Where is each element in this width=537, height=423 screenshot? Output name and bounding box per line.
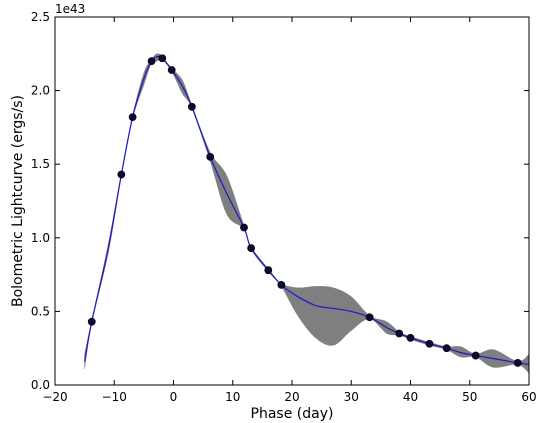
x-tick-label: 0 [170,390,178,404]
plot-frame [54,16,530,386]
data-point [277,280,286,289]
y-axis-label: Bolometric Lightcurve (ergs/s) [10,95,26,307]
y-tick-label: 0.5 [31,304,50,318]
data-point [425,339,434,348]
x-tick-label: −10 [102,390,127,404]
y-tick-label: 1.0 [31,231,50,245]
x-tick-label: 20 [284,390,299,404]
data-point [206,152,215,161]
uncertainty-band [84,53,530,374]
x-tick-label: 10 [225,390,240,404]
y-ticks: 0.0 0.5 1.0 1.5 2.0 2.5 [31,10,529,392]
data-points-layer [87,54,522,367]
data-point [240,223,248,232]
x-tick-label: 30 [344,390,359,404]
x-tick-label: 50 [462,390,477,404]
data-point [147,57,156,66]
data-point [395,329,404,338]
x-axis-label: Phase (day) [251,406,334,422]
y-tick-label: 0.0 [31,378,50,392]
y-tick-label: 1.5 [31,157,50,171]
x-tick-label: −20 [42,390,67,404]
y-tick-label: 2.5 [31,10,50,24]
y-offset-text: 1e43 [55,2,85,16]
x-tick-label: 40 [403,390,418,404]
y-tick-label: 2.0 [31,84,50,98]
data-point [471,351,480,360]
uncertainty-band-layer [84,53,530,374]
data-point [167,66,176,74]
data-point [87,317,96,326]
data-point [513,359,522,367]
x-ticks: −20 −10 0 10 20 30 40 50 60 [42,17,537,404]
data-point [158,54,167,63]
x-tick-label: 60 [521,390,536,404]
data-point [406,333,415,342]
data-point [187,102,196,111]
data-point [247,244,256,252]
data-point [365,313,374,322]
data-point [264,266,273,275]
data-point [128,113,137,121]
data-point [442,344,451,353]
data-point [117,170,126,179]
